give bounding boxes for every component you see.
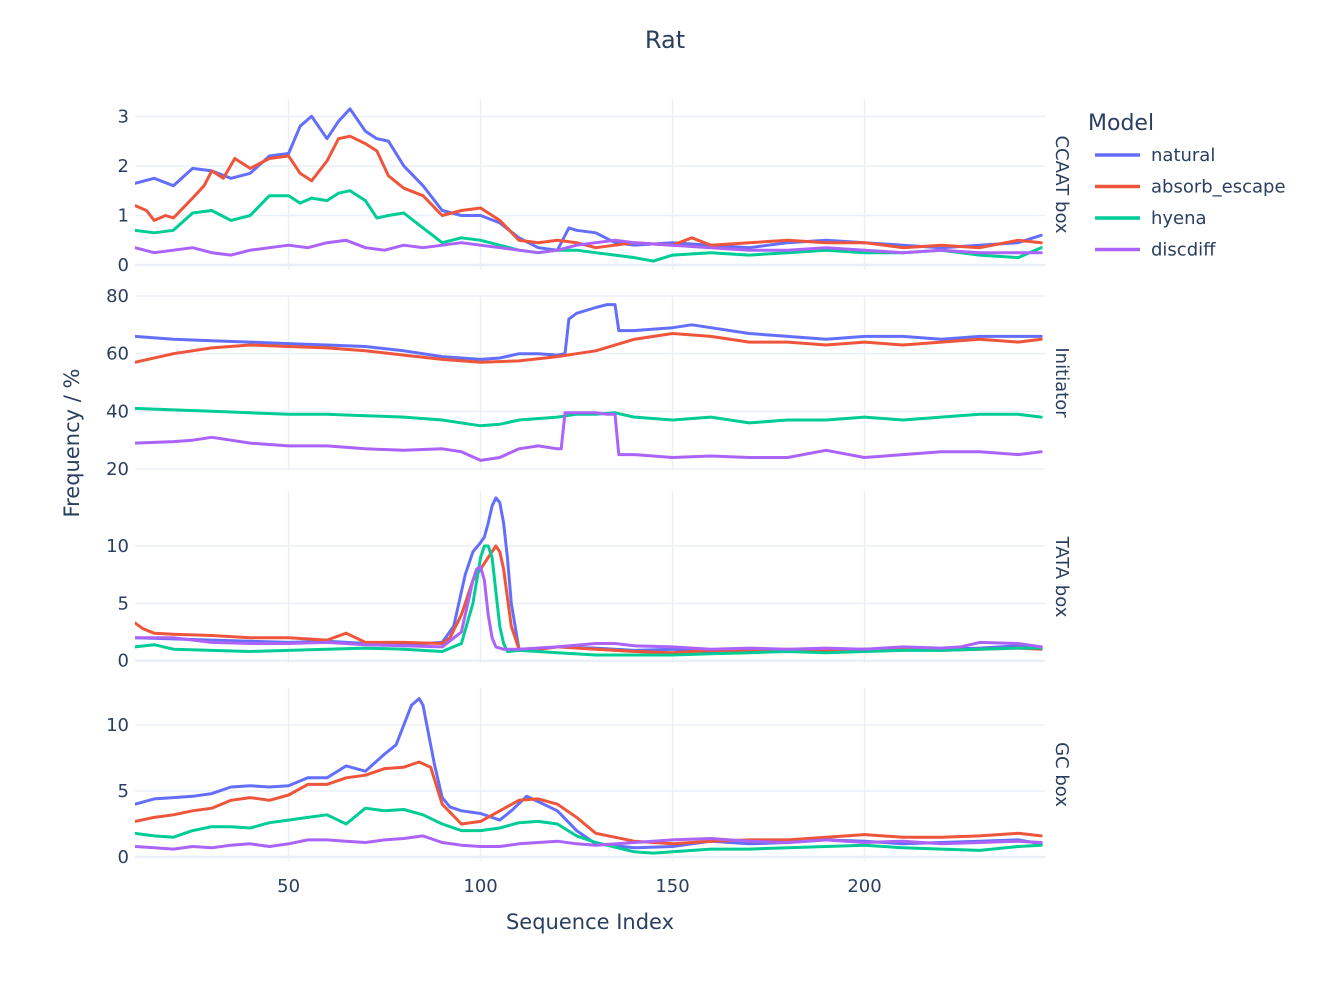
x-tick-label: 100	[463, 876, 497, 897]
panel-ccaat-box: 0 1 2 3 CCAAT box	[118, 99, 1072, 276]
y-tick-label: 80	[106, 286, 129, 307]
facet-label: CCAAT box	[1051, 135, 1072, 233]
chart-panels: 0 1 2 3 CCAAT box 20 40 60 80 Initiator 0 5 10 TATA b…	[106, 99, 1072, 868]
panel-tata-box: 0 5 10 TATA box	[106, 491, 1072, 672]
series-line-natural	[135, 107, 1043, 252]
y-tick-label: 1	[118, 205, 129, 226]
x-tick-label: 50	[277, 876, 300, 897]
legend-label: hyena	[1151, 208, 1207, 229]
series-line-discdiff	[135, 238, 1043, 257]
x-axis-title: Sequence Index	[506, 910, 674, 934]
x-tick-label: 200	[847, 876, 881, 897]
y-tick-label: 5	[118, 781, 129, 802]
y-tick-label: 0	[118, 651, 129, 672]
x-tick-label: 150	[655, 876, 689, 897]
legend-label: discdiff	[1151, 240, 1216, 261]
series-lines	[135, 496, 1043, 657]
series-line-hyena	[135, 544, 1043, 657]
y-tick-label: 3	[118, 106, 129, 127]
series-line-absorb-escape	[135, 134, 1043, 250]
series-line-discdiff	[135, 565, 1043, 651]
series-line-natural	[135, 496, 1043, 653]
facet-label: GC box	[1051, 742, 1072, 807]
panel-gc-box: 0 5 10 GC box	[106, 688, 1072, 868]
y-tick-label: 5	[118, 593, 129, 614]
facet-label: TATA box	[1051, 536, 1072, 618]
y-tick-label: 2	[118, 156, 129, 177]
y-tick-label: 60	[106, 344, 129, 365]
y-tick-label: 0	[118, 847, 129, 868]
y-tick-label: 10	[106, 715, 129, 736]
series-lines	[135, 107, 1043, 263]
facet-label: Initiator	[1051, 347, 1072, 418]
legend-item-natural[interactable]: natural	[1095, 145, 1215, 166]
series-line-natural	[135, 303, 1043, 361]
series-line-absorb-escape	[135, 544, 1043, 655]
series-line-hyena	[135, 189, 1043, 263]
x-axis: 50 100 150 200	[277, 876, 882, 897]
y-tick-label: 20	[106, 459, 129, 480]
y-tick-label: 0	[118, 255, 129, 276]
y-axis-title: Frequency / %	[60, 369, 84, 518]
series-line-absorb-escape	[135, 332, 1043, 364]
series-line-discdiff	[135, 834, 1043, 851]
y-tick-label: 40	[106, 401, 129, 422]
legend-title: Model	[1088, 111, 1154, 136]
legend-item-absorb-escape[interactable]: absorb_escape	[1095, 177, 1286, 198]
series-line-discdiff	[135, 411, 1043, 462]
panel-initiator: 20 40 60 80 Initiator	[106, 286, 1072, 480]
legend-label: natural	[1151, 145, 1215, 166]
legend-item-discdiff[interactable]: discdiff	[1095, 240, 1216, 261]
series-line-absorb-escape	[135, 760, 1043, 846]
series-line-hyena	[135, 806, 1043, 855]
series-lines	[135, 697, 1043, 855]
legend-label: absorb_escape	[1151, 177, 1286, 198]
series-lines	[135, 303, 1043, 462]
chart-title: Rat	[645, 26, 685, 54]
y-tick-label: 10	[106, 536, 129, 557]
legend-item-hyena[interactable]: hyena	[1095, 208, 1207, 229]
